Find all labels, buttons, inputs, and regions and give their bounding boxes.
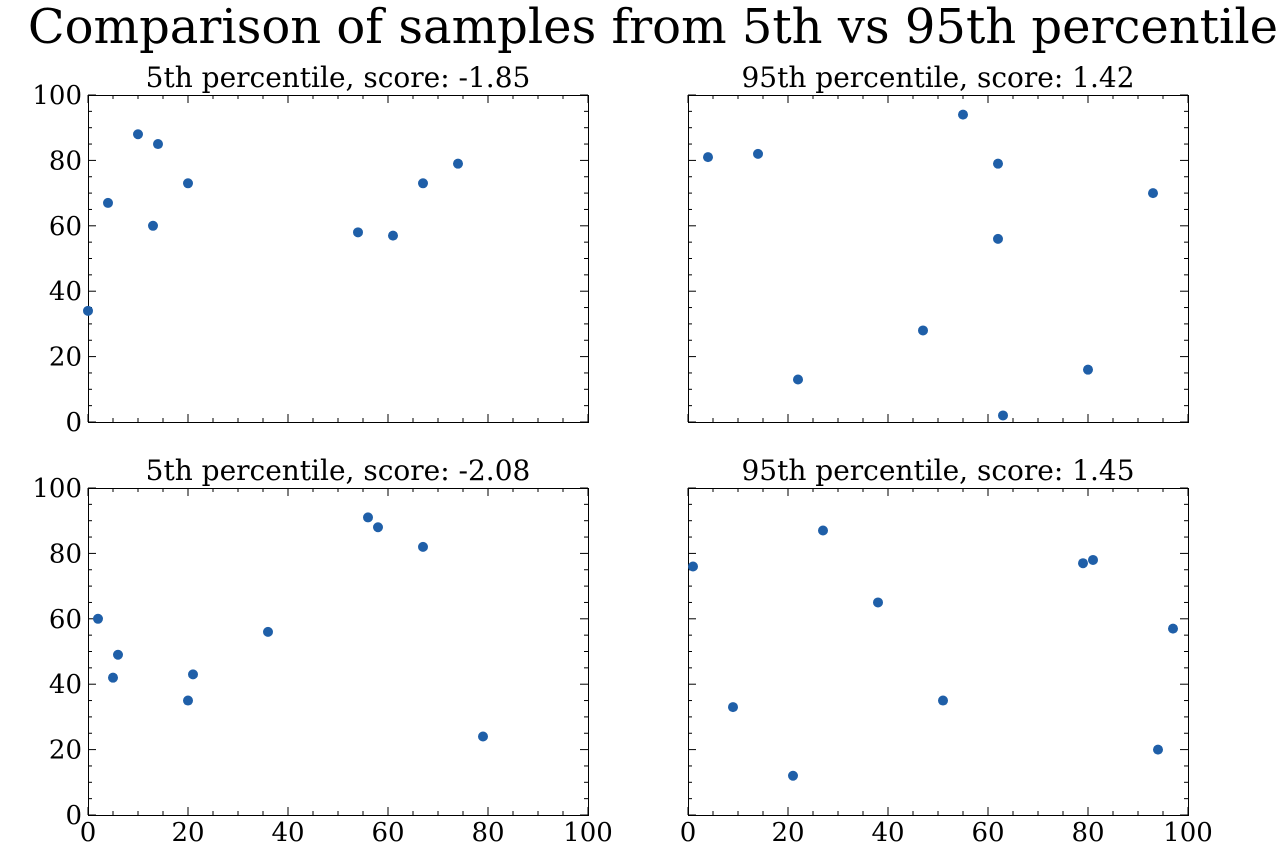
data-point [993,233,1003,244]
data-point [103,197,113,208]
data-point [818,525,828,536]
data-point [958,109,968,120]
data-point [148,220,158,231]
data-point [938,695,948,706]
subplot-3: 5th percentile, score: -2.08 0 20 40 60 80 100… [32,454,612,848]
x-tick-label: 20 [171,818,204,848]
data-point [793,374,803,385]
data-point [1148,188,1158,199]
data-point [373,522,383,533]
y-tick-label: 80 [49,539,82,569]
data-point [183,695,193,706]
y-tick-label: 20 [49,736,82,766]
subplot-title: 95th percentile, score: 1.42 [741,61,1134,94]
x-tick-label: 80 [471,818,504,848]
y-tick-label: 0 [65,408,82,438]
x-tick-label: 0 [80,818,97,848]
y-tick-label: 60 [49,212,82,242]
data-point [993,158,1003,169]
data-point [388,230,398,241]
data-point [93,613,103,624]
x-tick-label: 100 [563,818,613,848]
data-point [353,227,363,238]
subplot-1: 5th percentile, score: -1.85 0 20 40 60 80 100 [32,61,589,438]
data-point [83,305,93,316]
x-tick-label: 80 [1071,818,1104,848]
x-tick-label: 0 [680,818,697,848]
y-tick-label: 100 [32,474,82,504]
x-tick-label: 40 [871,818,904,848]
subplot-title: 5th percentile, score: -2.08 [146,454,531,487]
data-point [728,702,738,713]
y-tick-label: 100 [32,81,82,111]
data-point [478,731,488,742]
data-point [108,672,118,683]
x-tick-label: 40 [271,818,304,848]
y-tick-label: 40 [49,277,82,307]
data-point [113,649,123,660]
y-tick-label: 40 [49,670,82,700]
data-point [998,410,1008,421]
data-point [188,669,198,680]
data-point [1088,554,1098,565]
y-tick-label: 60 [49,605,82,635]
data-point [363,512,373,523]
data-point [453,158,463,169]
x-tick-label: 60 [971,818,1004,848]
data-point [918,325,928,336]
subplot-grid: 5th percentile, score: -1.85 0 20 40 60 80 100… [32,61,1212,848]
y-tick-label: 20 [49,343,82,373]
data-point [703,152,713,163]
data-point [788,770,798,781]
x-tick-label: 60 [371,818,404,848]
x-tick-label: 100 [1163,818,1213,848]
y-tick-label: 80 [49,146,82,176]
y-tick-label: 0 [65,801,82,831]
data-point [1083,364,1093,375]
data-point [1078,558,1088,569]
data-point [133,129,143,140]
data-point [1168,623,1178,634]
data-point [688,561,698,572]
subplot-2: 95th percentile, score: 1.42 [687,61,1189,423]
data-point [418,541,428,552]
data-point [153,139,163,150]
subplot-title: 5th percentile, score: -1.85 [146,61,531,94]
subplot-4: 95th percentile, score: 1.45 0 20 40 60 80 100 [680,454,1213,848]
figure-suptitle: Comparison of samples from 5th vs 95th p… [28,0,1276,55]
data-point [873,597,883,608]
data-point [263,626,273,637]
data-point [183,178,193,189]
data-point [418,178,428,189]
data-point [753,148,763,159]
x-tick-label: 20 [771,818,804,848]
data-point [1153,744,1163,755]
subplot-title: 95th percentile, score: 1.45 [741,454,1134,487]
